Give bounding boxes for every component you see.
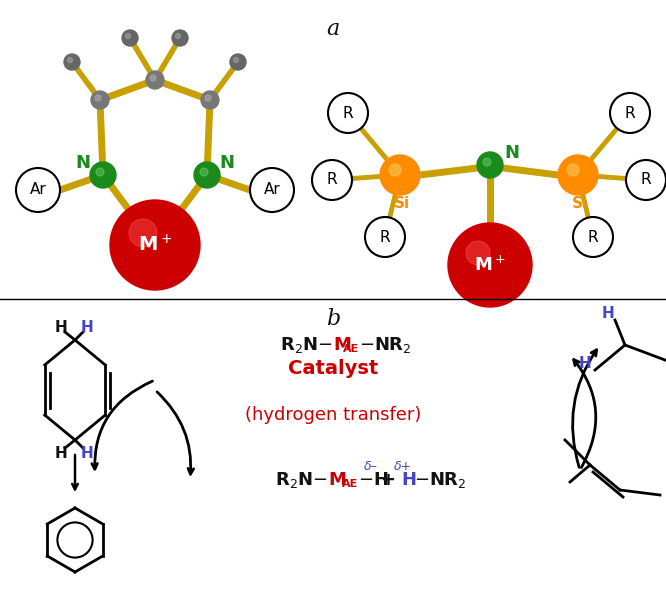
Text: Si: Si: [394, 196, 410, 210]
Text: H: H: [401, 471, 416, 489]
Circle shape: [125, 33, 131, 38]
Circle shape: [483, 158, 491, 166]
Circle shape: [91, 91, 109, 109]
Circle shape: [146, 71, 164, 89]
Text: N: N: [505, 144, 519, 162]
Text: Ar: Ar: [264, 182, 280, 197]
Circle shape: [626, 160, 666, 200]
Text: R: R: [641, 172, 651, 188]
Circle shape: [328, 93, 368, 133]
Circle shape: [201, 91, 219, 109]
Circle shape: [150, 75, 156, 81]
Text: M$^+$: M$^+$: [138, 234, 172, 256]
Text: M: M: [333, 336, 351, 354]
Text: H: H: [601, 306, 614, 321]
Text: +: +: [380, 471, 396, 489]
Text: R: R: [327, 172, 337, 188]
Text: a: a: [326, 18, 340, 40]
Circle shape: [365, 217, 405, 257]
Text: M$^+$: M$^+$: [474, 255, 506, 274]
Circle shape: [230, 54, 246, 70]
Circle shape: [16, 168, 60, 212]
Text: H: H: [81, 447, 93, 462]
Text: R: R: [625, 105, 635, 121]
Circle shape: [90, 162, 116, 188]
Circle shape: [64, 54, 80, 70]
Circle shape: [558, 155, 598, 195]
Circle shape: [96, 168, 104, 176]
Circle shape: [194, 162, 220, 188]
Text: Catalyst: Catalyst: [288, 358, 378, 377]
Text: Si: Si: [572, 196, 588, 210]
Text: $-$NR$_2$: $-$NR$_2$: [414, 470, 466, 490]
Text: R$_2$N$-$: R$_2$N$-$: [280, 335, 333, 355]
Circle shape: [250, 168, 294, 212]
Circle shape: [312, 160, 352, 200]
Text: N: N: [75, 154, 91, 172]
Circle shape: [610, 93, 650, 133]
Text: $-$NR$_2$: $-$NR$_2$: [359, 335, 412, 355]
Text: R$_2$N$-$: R$_2$N$-$: [275, 470, 328, 490]
Text: AE: AE: [342, 479, 358, 489]
Circle shape: [205, 95, 211, 101]
Circle shape: [110, 200, 200, 290]
Circle shape: [477, 152, 503, 178]
Text: M: M: [328, 471, 346, 489]
Circle shape: [448, 223, 532, 307]
Text: H: H: [81, 321, 93, 335]
Circle shape: [122, 30, 138, 46]
Circle shape: [129, 219, 157, 247]
Text: δ–: δ–: [364, 459, 378, 472]
Text: $-$H: $-$H: [358, 471, 388, 489]
Circle shape: [380, 155, 420, 195]
Text: N: N: [220, 154, 234, 172]
Text: H: H: [55, 321, 67, 335]
Text: R: R: [664, 487, 666, 502]
Circle shape: [389, 164, 401, 176]
Circle shape: [200, 168, 208, 176]
Text: H: H: [55, 447, 67, 462]
Circle shape: [172, 30, 188, 46]
Circle shape: [176, 33, 180, 38]
Text: R: R: [587, 230, 598, 245]
Circle shape: [573, 217, 613, 257]
Circle shape: [234, 57, 238, 63]
Text: AE: AE: [343, 344, 359, 354]
Text: b: b: [326, 308, 340, 330]
Circle shape: [95, 95, 101, 101]
Circle shape: [67, 57, 73, 63]
Text: δ+: δ+: [394, 459, 412, 472]
Text: R: R: [343, 105, 353, 121]
Text: (hydrogen transfer): (hydrogen transfer): [245, 406, 421, 424]
Text: H: H: [579, 355, 591, 371]
Circle shape: [567, 164, 579, 176]
Circle shape: [466, 241, 490, 265]
Text: Ar: Ar: [29, 182, 47, 197]
Text: R: R: [380, 230, 390, 245]
